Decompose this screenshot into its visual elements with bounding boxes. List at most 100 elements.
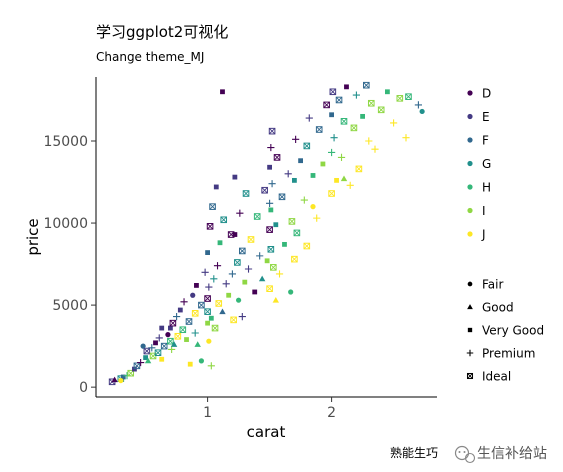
legend-color-key [467, 113, 473, 120]
data-point [155, 334, 163, 342]
legend-color-label: D [482, 87, 491, 101]
data-point [120, 374, 126, 380]
data-point [177, 307, 183, 313]
data-point [328, 148, 336, 157]
wechat-icon [454, 445, 476, 464]
data-point [190, 292, 196, 298]
data-point [228, 270, 236, 278]
data-point [137, 358, 145, 367]
data-point [268, 207, 274, 213]
legend-color-key [467, 231, 473, 237]
data-point [261, 186, 268, 194]
data-point [293, 229, 301, 237]
data-point [291, 255, 298, 263]
data-point [165, 332, 171, 338]
data-point [226, 292, 232, 298]
data-point [191, 329, 199, 337]
data-point [185, 318, 193, 325]
data-point [210, 275, 218, 283]
data-point [179, 326, 187, 334]
footer-author: 熟能生巧 [390, 445, 438, 460]
data-point [405, 93, 412, 100]
data-point [208, 315, 214, 321]
data-point [239, 247, 246, 255]
data-point [367, 99, 375, 107]
y-tick-label: 0 [79, 380, 88, 396]
data-point [242, 279, 248, 285]
data-point [272, 296, 279, 303]
data-point [191, 310, 199, 317]
data-point [402, 134, 410, 142]
data-point [275, 270, 284, 278]
legend-color-label: J [481, 228, 486, 242]
legend-color-label: G [482, 157, 491, 171]
data-point [204, 295, 211, 302]
data-point [206, 223, 214, 230]
data-point [360, 113, 365, 119]
shape-legend: Fair Good Very Good Premium Ideal [466, 278, 544, 384]
legend-color-key [467, 207, 473, 214]
data-point [414, 101, 422, 109]
legend-shape-label: Premium [482, 347, 535, 361]
data-point [303, 142, 311, 150]
data-point [270, 264, 277, 271]
data-point [160, 342, 168, 350]
data-point [352, 91, 360, 99]
data-point [340, 118, 348, 125]
data-point [148, 344, 156, 352]
data-point [284, 170, 292, 178]
data-point [184, 337, 189, 342]
legend-color-key [467, 137, 473, 143]
legend-color-label: I [482, 204, 486, 218]
data-point [258, 275, 266, 282]
data-point [180, 298, 188, 306]
data-point [205, 250, 210, 255]
data-point [288, 289, 294, 295]
chart-title: 学习ggplot2可视化 [96, 23, 228, 41]
legend-color-key [467, 160, 473, 167]
data-point [267, 143, 275, 152]
data-point [247, 236, 255, 243]
data-point [143, 347, 151, 355]
data-point [236, 209, 244, 217]
data-point [305, 114, 313, 122]
data-point [310, 204, 316, 210]
data-point [205, 283, 213, 291]
data-point [215, 300, 223, 307]
data-point [377, 106, 385, 114]
data-point [330, 134, 338, 142]
data-point [273, 222, 279, 228]
legend-color-label: E [482, 110, 490, 124]
data-point [335, 96, 343, 104]
y-tick-label: 5000 [52, 298, 88, 314]
data-point [328, 190, 335, 197]
data-point [213, 184, 219, 190]
data-point [298, 158, 303, 164]
data-point [170, 341, 178, 347]
data-point [194, 341, 201, 347]
data-point [385, 89, 390, 95]
data-point [144, 357, 152, 364]
data-point [292, 177, 297, 183]
x-axis-label: carat [247, 423, 286, 441]
data-point [355, 165, 363, 173]
legend-shape-label: Very Good [482, 324, 544, 338]
data-point [236, 297, 242, 303]
data-point [194, 283, 199, 288]
data-point [201, 268, 209, 276]
data-point [329, 88, 337, 96]
data-point [266, 199, 274, 207]
data-point [153, 340, 158, 346]
legend-shape-key [466, 372, 474, 380]
data-point [273, 154, 281, 161]
data-point [168, 345, 176, 354]
legend-shape-key [467, 327, 473, 333]
x-tick-label: 2 [327, 405, 336, 421]
data-point [205, 320, 210, 326]
data-point [232, 232, 238, 237]
data-point [313, 214, 321, 222]
legend-shape-key [467, 281, 473, 287]
